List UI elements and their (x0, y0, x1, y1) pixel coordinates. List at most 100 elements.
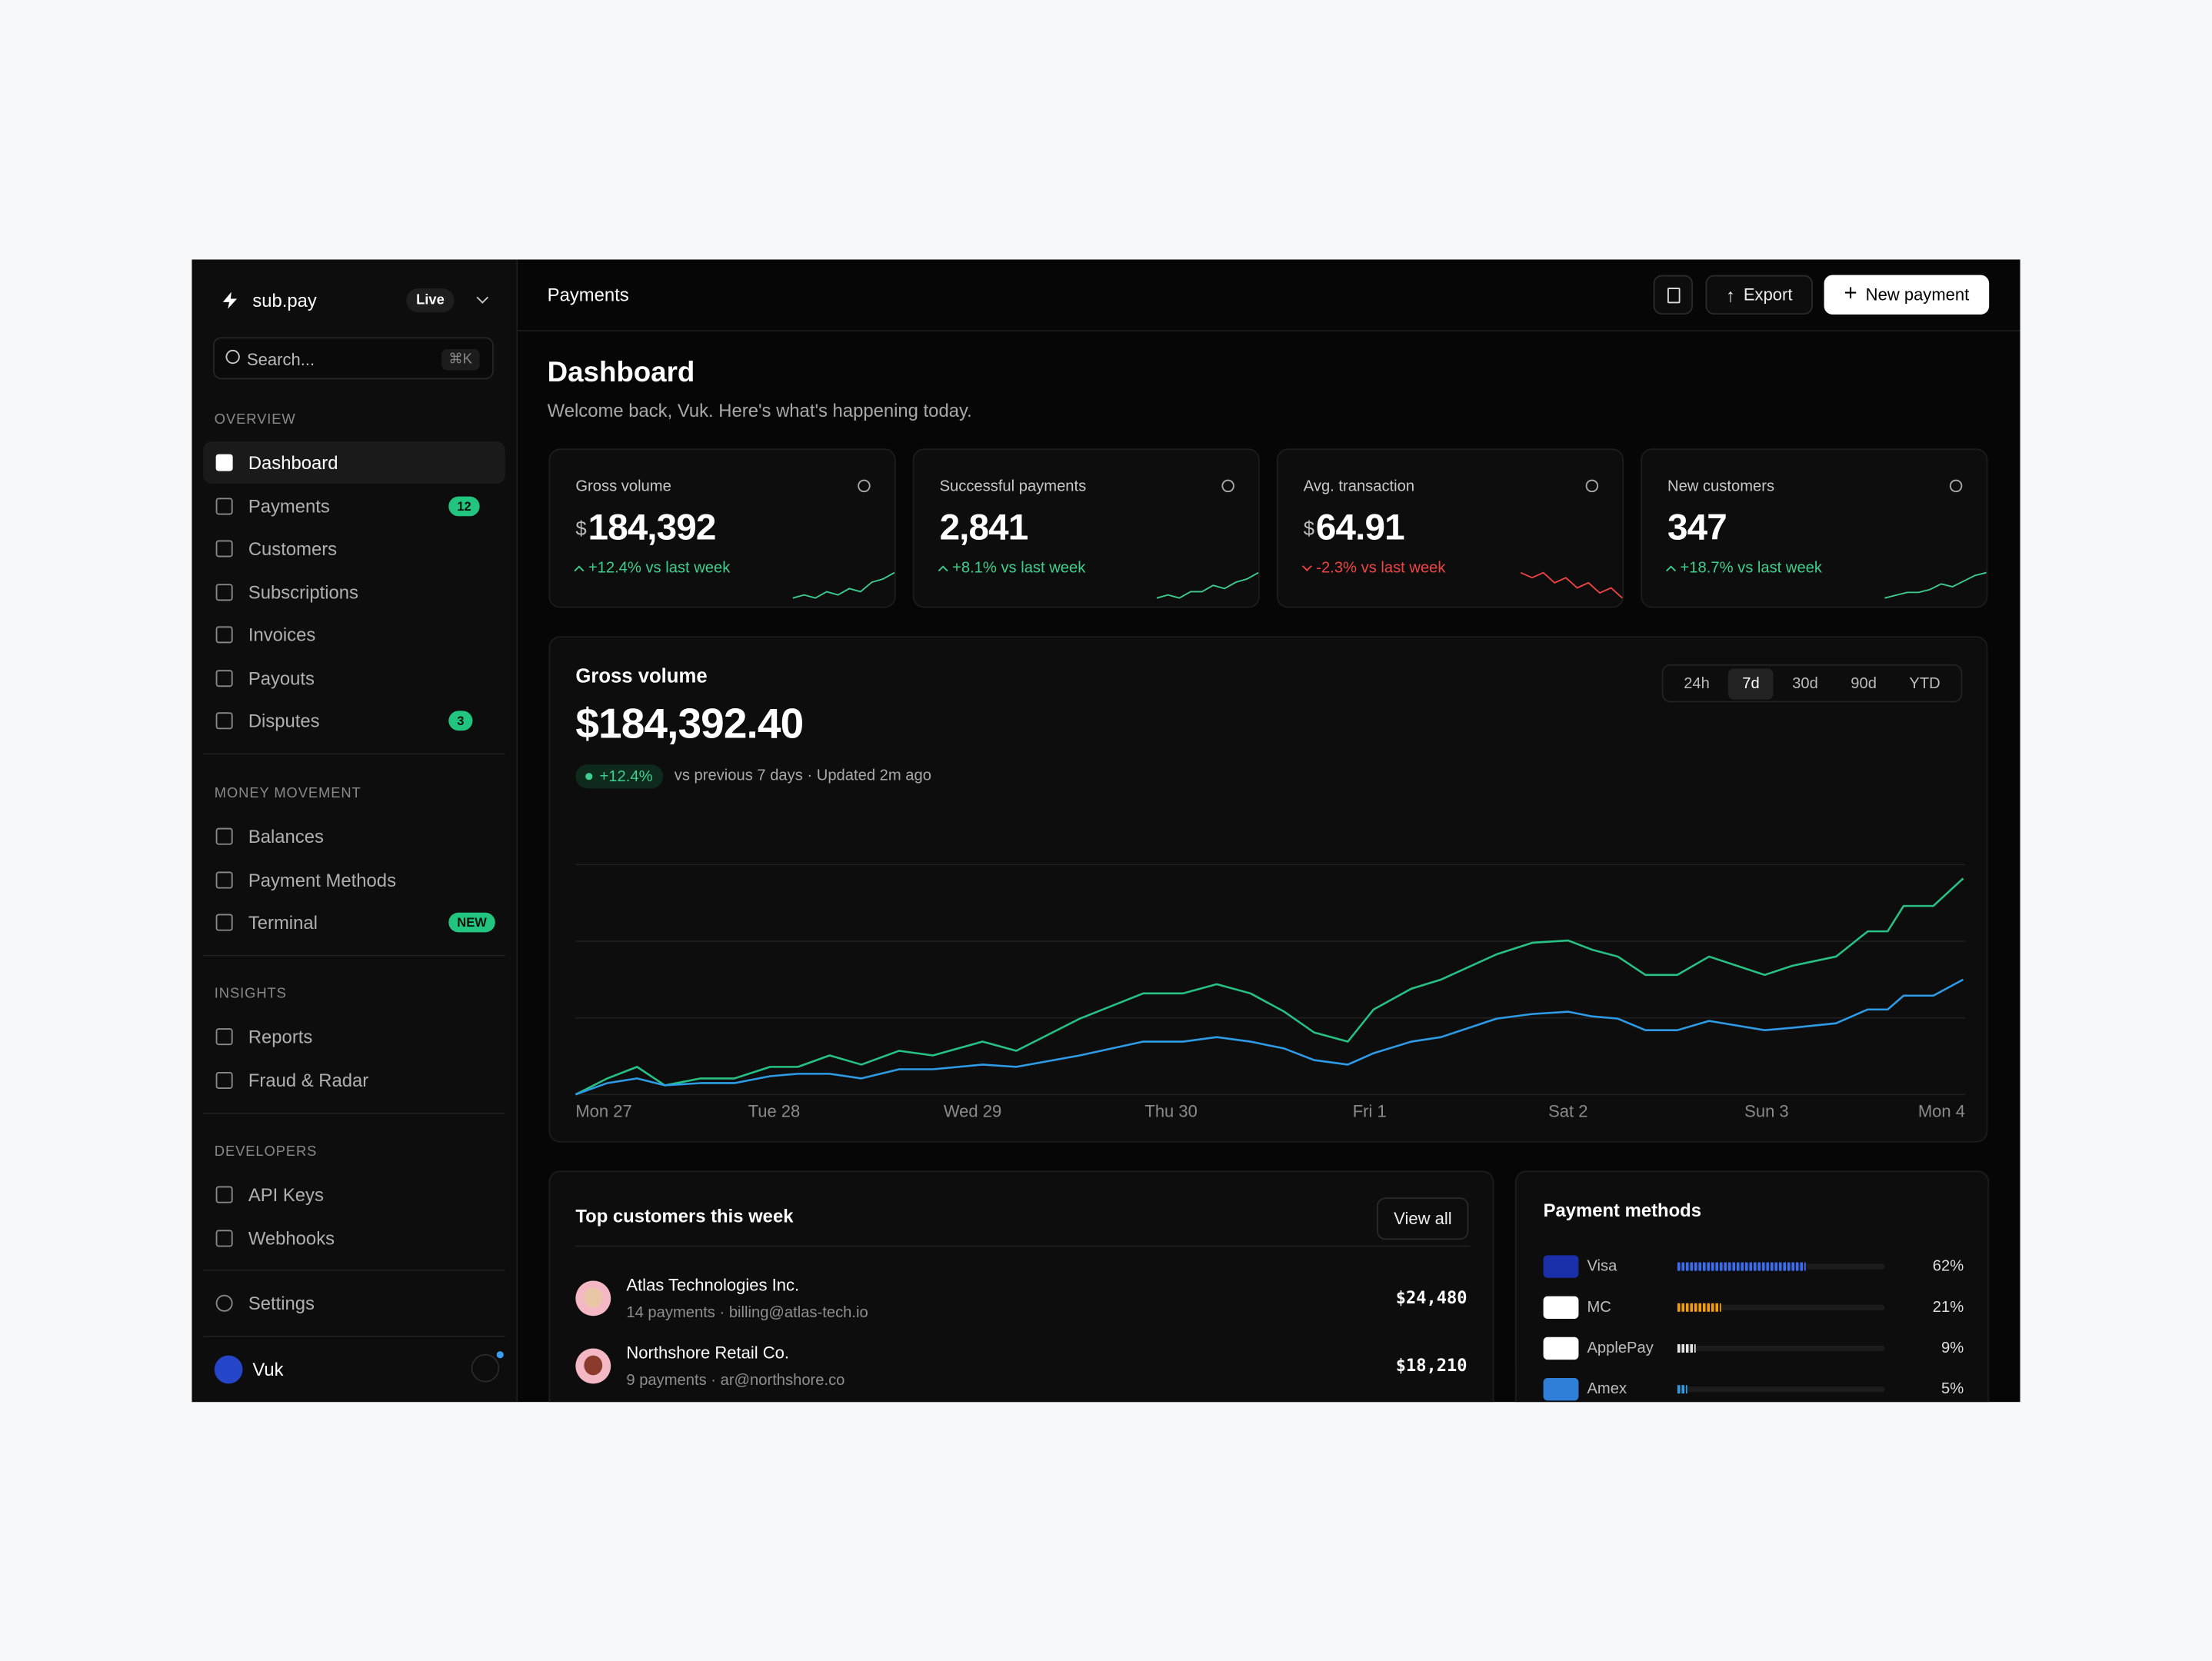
change-pill: +12.4% (575, 764, 663, 789)
notifications[interactable] (471, 1353, 500, 1383)
bar-track (1677, 1345, 1885, 1352)
method-name: Visa (1587, 1258, 1617, 1276)
export-label: Export (1743, 285, 1793, 305)
nav-item[interactable]: Fraud & Radar (248, 1069, 369, 1090)
export-icon: ↑ (1725, 284, 1735, 306)
range-option[interactable]: 30d (1792, 674, 1818, 692)
divider (203, 753, 505, 755)
kpi-prefix: $ (1303, 516, 1315, 539)
series-line (575, 978, 1964, 1096)
kpi-value-row: $64.91 (1303, 505, 1405, 550)
customer-amount: $24,480 (1395, 1287, 1467, 1308)
export-button[interactable]: ↑ Export (1705, 275, 1813, 315)
brand-name: sub.pay (252, 289, 317, 311)
sparkline-path (1520, 571, 1623, 599)
x-tick-label: Sun 3 (1744, 1102, 1789, 1121)
sparkline (1884, 571, 1987, 599)
app-window: sub.pay Live Search... ⌘K OVERVIEW Dashboard P… (192, 259, 2020, 1403)
new-payment-button[interactable]: + New payment (1824, 275, 1990, 315)
section-title: INSIGHTS (214, 987, 287, 1003)
divider (203, 954, 505, 957)
x-tick-label: Sat 2 (1548, 1102, 1587, 1121)
range-selector: 24h 7d 30d 90d YTD (1661, 664, 1963, 703)
sparkline-path (792, 571, 895, 599)
x-tick-label: Mon 27 (575, 1102, 631, 1121)
env-dropdown[interactable] (476, 291, 489, 304)
divider (203, 1113, 505, 1115)
x-tick-label: Tue 28 (748, 1102, 801, 1121)
view-all-button[interactable]: View all (1377, 1197, 1469, 1240)
nav-item[interactable]: Terminal (248, 911, 318, 934)
nav-badge: 12 (448, 495, 480, 516)
nav-item[interactable]: Disputes (248, 710, 320, 732)
kpi-value-row: $184,392 (575, 506, 716, 550)
change-value: +12.4% (599, 767, 653, 785)
env-badge[interactable]: Live (406, 288, 455, 313)
user-avatar (214, 1355, 243, 1384)
user-name[interactable]: Vuk (252, 1359, 284, 1380)
kpi-change: -2.3% vs last week (1316, 560, 1446, 578)
range-option[interactable]: YTD (1909, 674, 1940, 692)
customer-name[interactable]: Northshore Retail Co. (626, 1343, 790, 1363)
nav-item[interactable]: Reports (248, 1026, 313, 1047)
kpi-change-row: +12.4% vs last week (574, 560, 731, 578)
customer-detail: 14 payments · billing@atlas-tech.io (626, 1304, 868, 1322)
nav-item[interactable]: Invoices (248, 624, 316, 646)
kpi-change: +18.7% vs last week (1680, 560, 1823, 578)
method-percent: 5% (1941, 1380, 1964, 1398)
nav-icon (215, 870, 233, 888)
kpi-label: New customers (1667, 478, 1775, 495)
method-name: MC (1587, 1299, 1611, 1316)
plus-icon: + (1844, 281, 1857, 307)
section-title: DEVELOPERS (214, 1144, 318, 1160)
nav-item[interactable]: Payment Methods (248, 868, 397, 890)
nav-item[interactable]: Dashboard (248, 451, 338, 474)
chart-note: vs previous 7 days · Updated 2m ago (674, 767, 931, 784)
kpi-value: 347 (1667, 505, 1727, 548)
header-title: Payments (547, 284, 629, 306)
nav-item[interactable]: Balances (248, 825, 324, 847)
nav-icon (215, 1071, 233, 1089)
nav-badge: 3 (448, 711, 473, 731)
doc-button[interactable] (1653, 275, 1694, 315)
chart-total: $184,392.40 (575, 701, 804, 748)
kpi-card: Successful payments 2,841 +8.1% vs last we… (912, 448, 1260, 608)
range-option[interactable]: 7d (1727, 667, 1774, 699)
search-icon (225, 349, 240, 364)
brand-icon (222, 291, 238, 309)
nav-item[interactable]: Webhooks (248, 1227, 335, 1249)
customer-name[interactable]: Atlas Technologies Inc. (626, 1275, 800, 1295)
card-logo (1543, 1336, 1579, 1360)
kpi-value: 64.91 (1315, 505, 1405, 548)
kpi-change: +12.4% vs last week (588, 560, 731, 578)
page-title: Dashboard (547, 357, 695, 389)
method-name: Amex (1587, 1380, 1627, 1398)
chart-title: Gross volume (575, 664, 708, 687)
nav-item[interactable]: Payments (248, 494, 330, 517)
search-placeholder: Search... (246, 349, 315, 370)
nav-item[interactable]: API Keys (248, 1183, 324, 1206)
bar-track (1677, 1386, 1885, 1393)
sparkline (1156, 571, 1259, 599)
kpi-value: 2,841 (939, 505, 1029, 548)
x-tick-label: Wed 29 (944, 1102, 1001, 1121)
line-chart: Mon 27 Tue 28 Wed 29 Thu 30 Fri 1 Sat 2 Sun 3 M… (575, 864, 1966, 1121)
nav-item[interactable]: Customers (248, 538, 338, 560)
divider (203, 1269, 505, 1271)
range-option[interactable]: 24h (1684, 674, 1710, 692)
kpi-card: New customers 347 +18.7% vs last week (1641, 448, 1988, 608)
sidebar: sub.pay Live Search... ⌘K OVERVIEW Dashboard P… (192, 259, 518, 1403)
card-logo (1543, 1255, 1579, 1278)
search-shortcut: ⌘K (441, 348, 480, 371)
nav-icon (215, 712, 233, 730)
header-border (516, 330, 2020, 332)
divider (203, 1335, 505, 1337)
method-percent: 21% (1932, 1299, 1964, 1316)
nav-item[interactable]: Subscriptions (248, 581, 358, 603)
customer-amount: $18,210 (1395, 1355, 1467, 1376)
nav-item[interactable]: Payouts (248, 667, 315, 689)
search-box[interactable]: Search... ⌘K (212, 337, 494, 380)
nav-item[interactable]: Settings (248, 1293, 315, 1314)
method-name: ApplePay (1587, 1340, 1654, 1357)
range-option[interactable]: 90d (1851, 674, 1877, 692)
